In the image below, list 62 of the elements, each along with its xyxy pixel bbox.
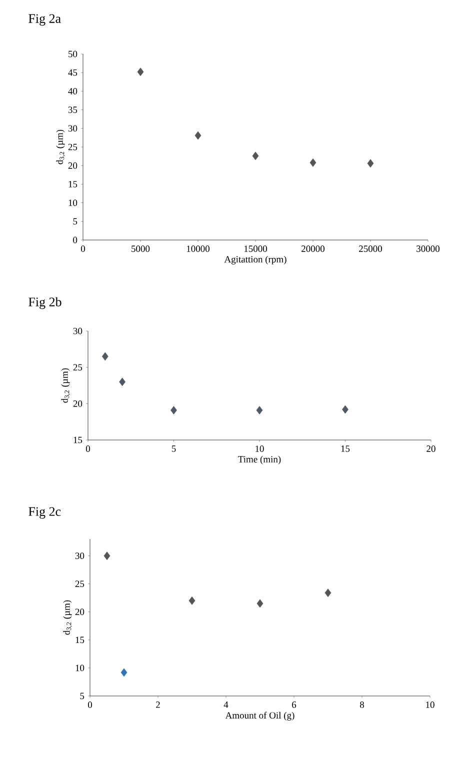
y-axis-title: d$_{3,2}$ (µm) <box>56 130 66 164</box>
x-tick-label: 15000 <box>244 246 268 252</box>
point <box>256 599 264 608</box>
y-tick-label: 10 <box>76 664 84 672</box>
x-tick-label: 5000 <box>132 246 150 252</box>
y-axis-title: d$_{3,2}$ (µm) <box>61 368 70 403</box>
y-tick-label: 50 <box>68 50 78 58</box>
y-tick-label: 25 <box>75 580 84 588</box>
y-tick-label: 5 <box>73 218 78 225</box>
x-axis-title: Time (min) <box>238 456 281 464</box>
x-tick-label: 10 <box>426 702 434 708</box>
y-tick-label: 20 <box>68 162 78 169</box>
x-tick-label: 2 <box>156 702 160 708</box>
y-tick-label: 30 <box>75 552 84 560</box>
x-tick-label: 0 <box>88 702 92 708</box>
point <box>102 352 108 361</box>
point <box>324 588 332 598</box>
x-tick-label: 6 <box>292 702 296 708</box>
y-tick-label: 0 <box>73 236 78 244</box>
y-tick-label: 20 <box>73 400 82 407</box>
y-tick-label: 15 <box>68 181 78 188</box>
x-axis-title: Amount of Oil (g) <box>225 712 294 721</box>
x-tick-label: 5 <box>172 446 176 452</box>
chart-title: Fig 2a <box>28 14 61 26</box>
y-tick-label: 20 <box>75 608 84 616</box>
x-tick-label: 4 <box>224 702 228 708</box>
point <box>252 152 259 160</box>
y-tick-label: 15 <box>74 436 82 444</box>
y-tick-label: 25 <box>73 364 82 371</box>
x-tick-label: 0 <box>86 446 90 452</box>
chart-title: Fig 2b <box>28 297 62 310</box>
x-tick-label: 25000 <box>359 246 382 252</box>
point <box>256 406 263 414</box>
x-tick-label: 8 <box>360 702 364 708</box>
y-tick-label: 35 <box>68 106 78 113</box>
x-tick-label: 10000 <box>186 246 210 252</box>
y-tick-label: 40 <box>68 88 78 94</box>
y-tick-label: 10 <box>68 200 78 206</box>
y-tick-label: 5 <box>80 692 84 700</box>
x-tick-label: 10 <box>256 446 264 452</box>
x-tick-label: 20 <box>426 446 436 452</box>
point <box>367 159 374 168</box>
y-tick-label: 45 <box>68 69 78 76</box>
point <box>194 131 202 140</box>
y-tick-label: 25 <box>68 144 78 150</box>
point <box>120 668 128 677</box>
y-tick-label: 30 <box>73 328 82 334</box>
x-axis-title: Agitattion (rpm) <box>224 256 286 264</box>
point <box>170 406 177 414</box>
x-tick-label: 20000 <box>302 246 325 252</box>
point <box>119 378 126 386</box>
y-tick-label: 30 <box>68 125 78 132</box>
x-tick-label: 15 <box>341 446 350 452</box>
chart-title: Fig 2c <box>28 507 61 519</box>
point <box>310 158 316 167</box>
point <box>104 552 110 560</box>
y-tick-label: 15 <box>76 636 84 644</box>
point <box>137 68 144 76</box>
y-axis-title: d$_{3,2}$ (µm) <box>63 600 72 635</box>
point <box>188 596 196 605</box>
point <box>342 405 348 414</box>
x-tick-label: 30000 <box>416 246 440 252</box>
